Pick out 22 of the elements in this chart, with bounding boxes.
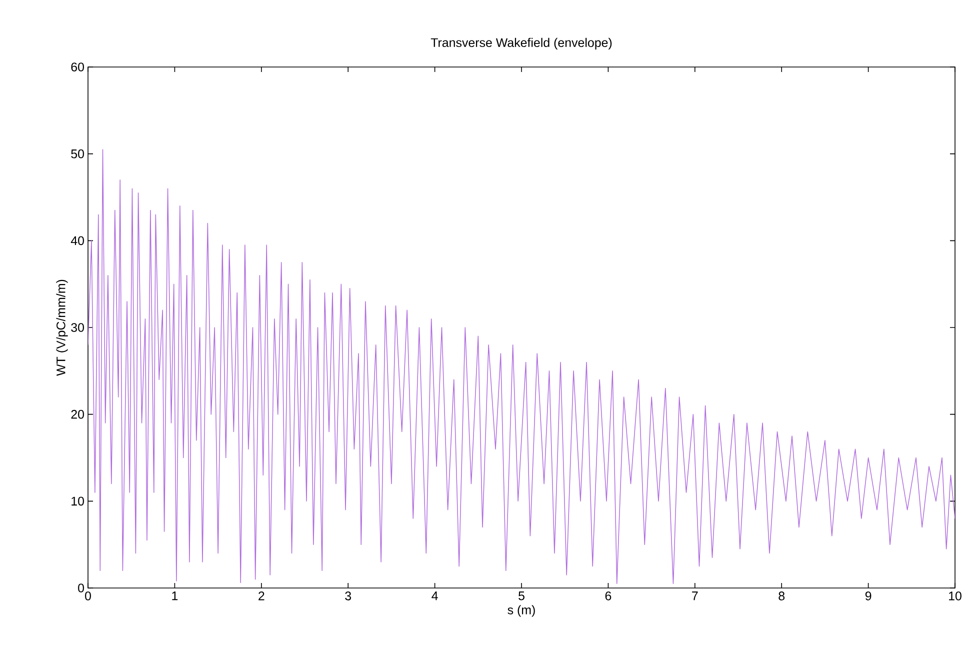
x-tick-label: 10 [949, 592, 962, 600]
y-tick-label: 50 [71, 149, 84, 158]
x-tick-label: 0 [85, 592, 91, 600]
y-axis-title: WT (V/pC/mm/m) [56, 280, 68, 376]
x-tick-label: 2 [258, 592, 264, 600]
y-tick-label: 30 [71, 323, 84, 332]
x-axis-title: s (m) [508, 605, 535, 617]
x-tick-label: 9 [865, 592, 872, 600]
y-tick-label: 40 [70, 236, 84, 246]
x-tick-label: 4 [432, 592, 438, 600]
x-tick-label: 3 [345, 592, 352, 600]
y-tick-label: 10 [72, 496, 84, 506]
y-tick-label: 0 [78, 584, 84, 592]
x-tick-label: 1 [172, 592, 178, 600]
x-tick-label: 7 [692, 592, 698, 600]
x-tick-label: 8 [778, 592, 785, 600]
y-tick-label: 60 [71, 62, 84, 72]
line-series [88, 149, 956, 584]
chart-title: Transverse Wakefield (envelope) [430, 38, 612, 50]
x-tick-label: 6 [605, 592, 612, 600]
x-tick-label: 5 [518, 592, 524, 600]
y-tick-label: 20 [71, 410, 84, 419]
